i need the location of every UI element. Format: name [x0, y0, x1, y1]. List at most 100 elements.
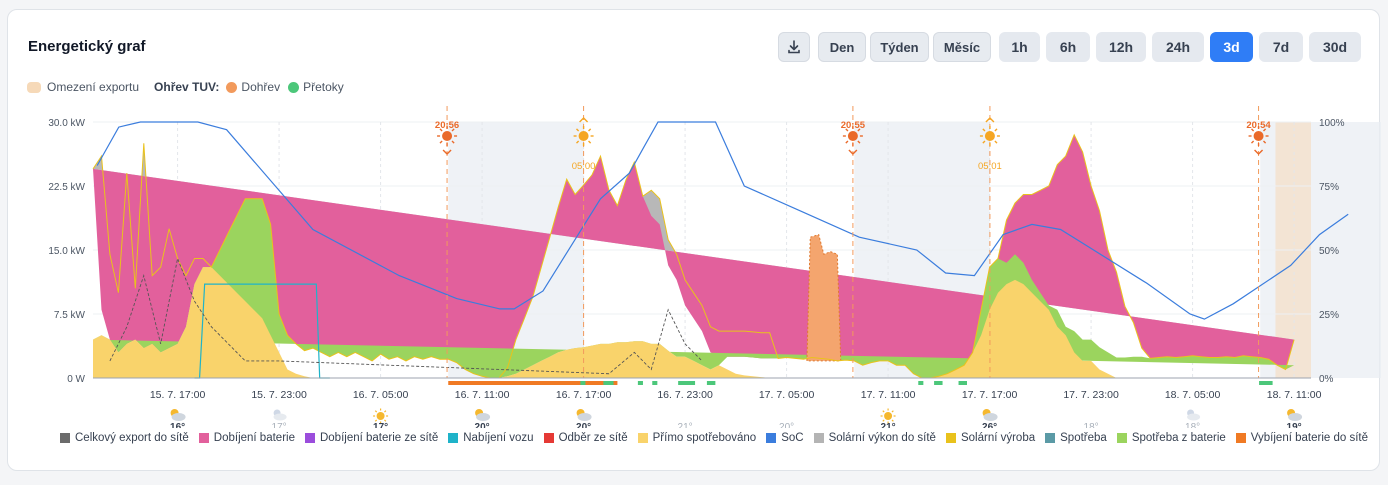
y-left-tick: 7.5 kW	[54, 310, 86, 321]
legend-label: Přímo spotřebováno	[652, 432, 757, 444]
bottom-legend: Celkový export do sítě Dobíjení baterie Do…	[60, 432, 1378, 444]
weather-temp: 21°	[881, 422, 896, 428]
period-tyden-button[interactable]: Týden	[870, 32, 929, 62]
x-tick: 16. 7. 05:00	[353, 389, 409, 401]
legend-swatch	[60, 433, 70, 443]
range-24h-button[interactable]: 24h	[1152, 32, 1204, 62]
sun-disc	[884, 412, 893, 420]
battery-charge-area	[93, 134, 1295, 378]
download-icon	[788, 40, 800, 54]
range-7d-button[interactable]: 7d	[1259, 32, 1303, 62]
sunset-arrow	[848, 149, 858, 155]
weather-temp: 20°	[576, 422, 591, 428]
y-left-tick: 22.5 kW	[48, 182, 85, 193]
solar-production-line	[92, 133, 1295, 379]
range-30d-button[interactable]: 30d	[1309, 32, 1361, 62]
overflow-marker	[652, 381, 658, 385]
legend-item[interactable]: Nabíjení vozu	[448, 432, 534, 444]
weather-temp: 16°	[170, 422, 185, 428]
x-tick: 17. 7. 05:00	[759, 389, 815, 401]
sunset-arrow	[442, 149, 452, 155]
download-button[interactable]	[778, 32, 810, 62]
sun-event-time: 20:56	[435, 120, 459, 131]
legend-swatch	[448, 433, 459, 443]
sun-disc	[984, 131, 995, 141]
sun-event-time: 20:55	[841, 120, 866, 131]
legend-item[interactable]: SoC	[766, 432, 804, 444]
cloud	[171, 413, 186, 421]
sun-ray	[1263, 128, 1267, 132]
legend-swatch	[945, 433, 956, 443]
soc-line	[96, 121, 1349, 320]
range-12h-button[interactable]: 12h	[1096, 32, 1146, 62]
legend-label: Vybíjení baterie do sítě	[1250, 432, 1368, 444]
sun-ray	[451, 128, 455, 132]
legend-item[interactable]: Solární výroba	[945, 432, 1035, 444]
sun-ray	[576, 140, 580, 144]
range-6h-button[interactable]: 6h	[1046, 32, 1090, 62]
direct-consumption-area	[93, 267, 1311, 378]
overflow-marker	[934, 381, 943, 385]
legend-item[interactable]: Spotřeba z baterie	[1116, 432, 1226, 444]
sunset-arrow	[1254, 149, 1264, 155]
y-right-tick: 75%	[1319, 182, 1339, 193]
legend-item[interactable]: Vybíjení baterie do sítě	[1235, 432, 1368, 444]
weather-temp: 17°	[373, 422, 388, 428]
sun-ray	[439, 140, 443, 144]
legend-item[interactable]: Spotřeba	[1045, 432, 1107, 444]
pretoky-label[interactable]: Přetoky	[303, 80, 344, 94]
sunset-icon	[1248, 126, 1269, 146]
sun-ray	[857, 140, 861, 144]
range-3d-button[interactable]: 3d	[1210, 32, 1253, 62]
sun-ray	[845, 128, 849, 132]
sun-ray	[576, 128, 580, 132]
sunrise-icon	[573, 126, 594, 146]
weather-temp: 20°	[475, 422, 490, 428]
boiler-heating-area	[806, 234, 842, 362]
legend-label: Dobíjení baterie ze sítě	[319, 432, 439, 444]
legend-swatch	[813, 433, 824, 443]
partly-cloudy-night-icon: 18°	[1185, 409, 1200, 428]
overflow-marker	[918, 381, 924, 385]
y-left-tick: 0 W	[67, 374, 85, 385]
overflow-marker	[603, 381, 614, 385]
moon-shape	[1087, 410, 1095, 421]
dohrev-label[interactable]: Dohřev	[241, 80, 281, 94]
x-tick: 15. 7. 17:00	[150, 389, 206, 401]
range-1h-button[interactable]: 1h	[999, 32, 1040, 62]
sun-disc	[847, 131, 858, 141]
period-den-button[interactable]: Den	[818, 32, 866, 62]
y-right-tick: 25%	[1319, 310, 1339, 321]
legend-item[interactable]: Odběr ze sítě	[543, 432, 628, 444]
moon-icon: 20°	[779, 410, 794, 428]
legend-item[interactable]: Dobíjení baterie ze sítě	[304, 432, 439, 444]
legend-item[interactable]: Celkový export do sítě	[60, 432, 189, 444]
sun-disc	[376, 412, 385, 420]
legend-label: Nabíjení vozu	[463, 432, 534, 444]
legend-item[interactable]: Přímo spotřebováno	[637, 432, 757, 444]
consumption-line	[109, 256, 703, 375]
x-tick: 17. 7. 11:00	[861, 389, 916, 401]
overflow-marker	[706, 381, 716, 385]
sun-ray	[994, 128, 998, 132]
sun-ray	[845, 140, 849, 144]
sun-event-time: 05:01	[978, 161, 1002, 172]
cloud	[273, 413, 287, 421]
moon-shape	[681, 410, 689, 421]
legend-label: Spotřeba	[1060, 432, 1107, 444]
sun-ray	[891, 419, 894, 422]
sun-ray	[588, 140, 592, 144]
x-tick: 16. 7. 23:00	[657, 389, 713, 401]
period-mesic-button[interactable]: Měsíc	[933, 32, 991, 62]
sun-ray	[994, 140, 998, 144]
partly-cloudy-icon: 16°	[170, 409, 186, 428]
legend-label: Celkový export do sítě	[75, 432, 189, 444]
export-limit-label[interactable]: Omezení exportu	[47, 80, 140, 94]
sun-icon: 17°	[373, 408, 388, 428]
legend-item[interactable]: Solární výkon do sítě	[813, 432, 936, 444]
overflow-marker	[1259, 381, 1273, 385]
legend-item[interactable]: Dobíjení baterie	[198, 432, 295, 444]
sun-ray	[857, 128, 861, 132]
legend-label: SoC	[781, 432, 804, 444]
